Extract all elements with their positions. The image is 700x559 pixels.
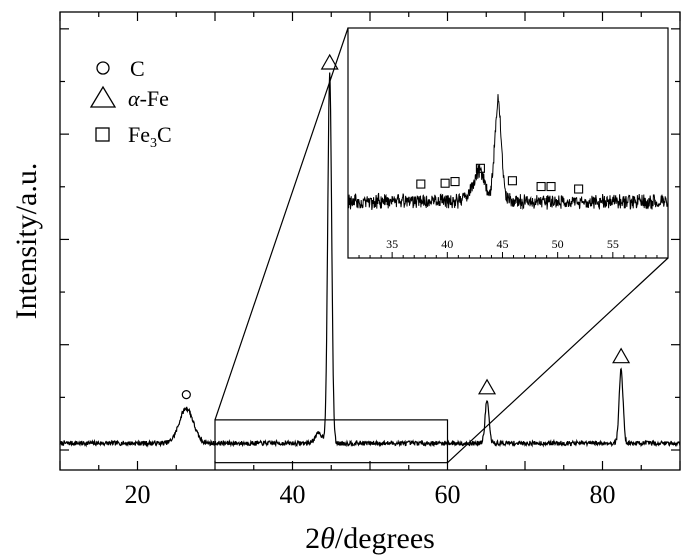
square-phase-marker	[475, 163, 485, 173]
legend-label-c: C	[130, 56, 145, 81]
square-phase-marker	[574, 184, 584, 194]
legend-label-alpha-fe: α-Fe	[128, 86, 169, 111]
square-phase-marker	[450, 177, 460, 187]
x-tick-label: 20	[125, 480, 151, 509]
inset-x-tick-label: 55	[607, 237, 619, 251]
x-tick-label: 80	[590, 480, 616, 509]
triangle-phase-marker	[477, 378, 497, 395]
inset-x-tick-label: 45	[496, 237, 508, 251]
inset-spectrum-line	[347, 94, 669, 211]
zoom-connector-right	[447, 257, 669, 464]
main-phase-markers	[181, 53, 631, 400]
square-phase-marker	[507, 176, 517, 186]
x-axis-title: 2θ/degrees	[305, 522, 435, 555]
inset-phase-markers	[416, 163, 584, 194]
square-phase-marker	[536, 181, 546, 192]
x-axis-ticks: 20 40 60 80	[59, 12, 681, 509]
x-tick-label: 40	[280, 480, 306, 509]
inset-frame	[347, 27, 669, 259]
square-phase-marker	[416, 179, 426, 189]
legend-triangle-symbol	[89, 85, 117, 108]
legend-square-symbol	[95, 127, 110, 142]
zoom-region-box	[214, 419, 449, 464]
zoom-connector-left	[214, 27, 349, 421]
y-axis-ticks	[60, 28, 680, 451]
legend-circle-symbol	[96, 61, 110, 75]
circle-phase-marker	[181, 389, 191, 400]
legend-label-fe3c: Fe3C	[128, 122, 172, 151]
square-phase-marker	[546, 181, 556, 192]
inset-x-tick-label: 40	[441, 237, 453, 251]
square-phase-marker	[440, 178, 450, 188]
legend: C α-Fe Fe3C	[89, 56, 172, 151]
inset-x-tick-label: 35	[386, 237, 398, 251]
triangle-phase-marker	[320, 53, 339, 70]
triangle-phase-marker	[612, 347, 631, 364]
inset-x-tick-label: 50	[552, 237, 564, 251]
inset-x-axis-ticks: 35 40 45 50 55	[358, 237, 658, 258]
x-tick-label: 60	[435, 480, 461, 509]
y-axis-title: Intensity/a.u.	[10, 163, 43, 320]
xrd-spectrum-line	[59, 72, 681, 448]
